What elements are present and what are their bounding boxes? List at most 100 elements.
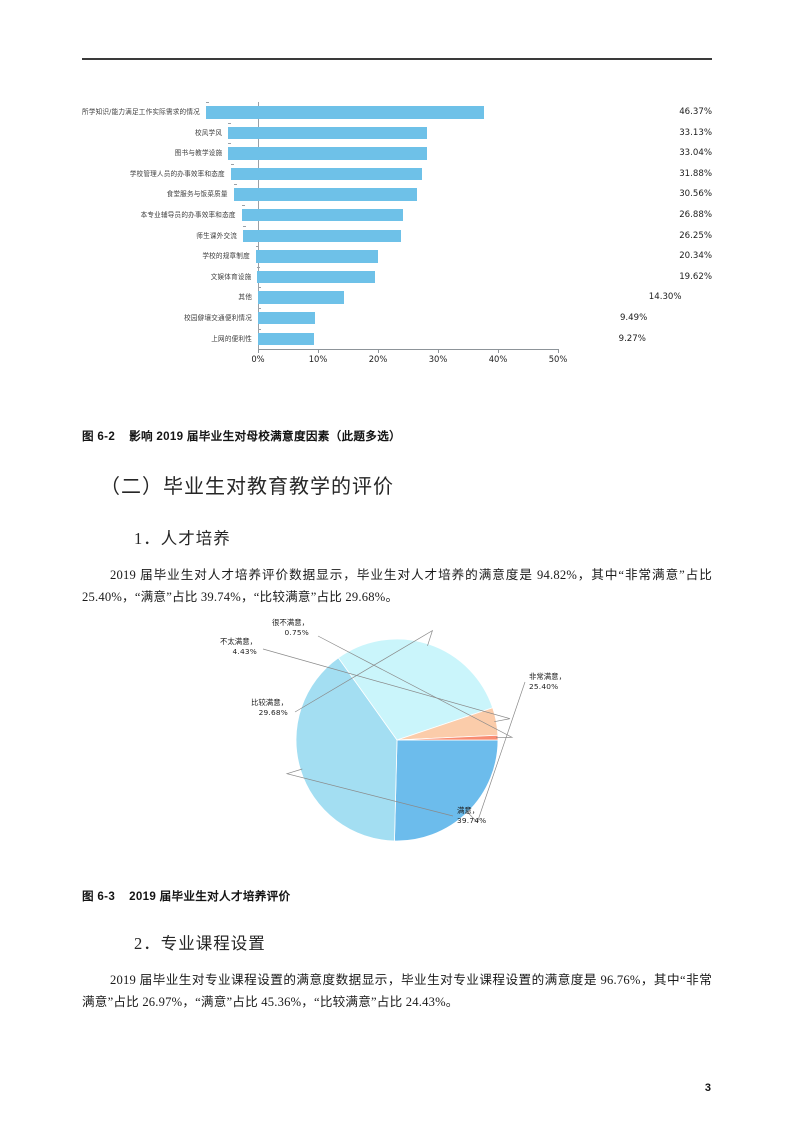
bar-chart-x-tick-label: 20%	[368, 354, 388, 364]
bar-chart-category-tick	[258, 287, 261, 289]
pie-label-not-quite-satisfied: 不太满意， 4.43%	[220, 637, 257, 656]
page-number: 3	[704, 1082, 711, 1094]
bar-chart-row: 所学知识/能力满足工作实际需求的情况 46.37%	[82, 102, 712, 123]
pie-label-fairly-satisfied-name: 比较满意	[251, 698, 281, 708]
figure-6-2-caption: 图 6-2 影响 2019 届毕业生对母校满意度因素（此题多选）	[82, 428, 712, 444]
bar-chart-value-label: 33.04%	[679, 148, 712, 159]
pie-leader-line	[285, 768, 454, 817]
bar-chart-x-tick	[558, 349, 559, 353]
bar-chart-category-tick	[228, 122, 232, 124]
bar-chart-category-label: 学校管理人员的办事效率和态度	[129, 169, 225, 178]
bar-chart-plot-cell	[241, 204, 513, 226]
bar-chart-row: 上网的便利性 9.27%	[82, 328, 712, 350]
figure-6-3-title: 2019 届毕业生对人才培养评价	[129, 890, 291, 904]
bar-chart-bar	[228, 147, 427, 160]
bar-chart-plot-cell	[243, 225, 517, 247]
bar-chart-bar	[258, 291, 344, 304]
bar-chart-row: 其他 14.30%	[82, 287, 712, 308]
bar-chart-plot-cell	[205, 102, 485, 123]
pie-label-satisfied-name: 满意	[457, 806, 472, 816]
bar-chart-category-label: 学校的规章制度	[202, 252, 250, 261]
pie-label-very-unsatisfied-name: 很不满意	[272, 618, 302, 628]
pie-label-satisfied-pct: 39.74%	[457, 815, 487, 825]
bar-chart-category-label: 校风学风	[194, 128, 223, 137]
bar-chart-bar	[241, 208, 403, 222]
pie-label-satisfied: 满意， 39.74%	[457, 806, 487, 825]
bar-chart-plot-cell	[230, 163, 483, 185]
pie-label-fairly-satisfied-pct: 29.68%	[258, 707, 288, 717]
bar-chart-bar	[243, 229, 401, 243]
bar-chart-value-label: 9.49%	[619, 312, 648, 323]
bar-chart-category-tick	[233, 184, 237, 186]
bar-chart-plot-cell	[228, 143, 476, 164]
bar-chart-value-axis	[258, 102, 259, 349]
bar-chart-category-label: 其他	[238, 293, 252, 302]
bar-chart-x-tick-label: 10%	[308, 354, 328, 364]
bar-chart-x-tick	[378, 349, 379, 353]
bar-chart-value-label: 20.34%	[679, 251, 712, 262]
bar-chart-x-tick	[318, 349, 319, 353]
figure-6-2-title: 影响 2019 届毕业生对母校满意度因素（此题多选）	[129, 430, 401, 443]
pie-leader-line-group	[262, 630, 526, 824]
section-heading-2: （二）毕业生对教育教学的评价	[100, 476, 394, 498]
bar-chart-row: 校风学风 33.13%	[82, 122, 712, 144]
bar-chart-category-tick	[258, 307, 261, 309]
bar-chart-axis-line	[258, 349, 558, 350]
bar-chart-category-tick	[243, 225, 247, 227]
bar-chart-value-label: 9.27%	[618, 333, 646, 344]
paragraph-talent-cultivation: 2019 届毕业生对人才培养评价数据显示，毕业生对人才培养的满意度是 94.82…	[82, 568, 712, 604]
pie-label-very-satisfied: 非常满意， 25.40%	[529, 672, 566, 691]
sub-heading-talent-cultivation: 1．人才培养	[134, 529, 231, 548]
bar-chart-satisfaction-factors: 所学知识/能力满足工作实际需求的情况 46.37% 校风学风 33.13% 图书与教学设…	[82, 96, 712, 386]
bar-chart-category-label: 本专业辅导员的办事效率和态度	[140, 210, 236, 219]
pie-chart-svg	[262, 630, 526, 842]
bar-chart-value-label: 30.56%	[679, 189, 712, 200]
bar-chart-x-axis-ticks: 0% 10% 20% 30% 40% 50%	[251, 349, 567, 369]
bar-chart-category-tick	[257, 266, 261, 268]
bar-chart-category-tick	[230, 163, 234, 165]
bar-chart-value-label: 33.13%	[679, 127, 712, 138]
bar-chart-category-tick	[258, 328, 261, 330]
pie-label-very-unsatisfied-pct: 0.75%	[284, 627, 309, 637]
bar-chart-x-tick-label: 0%	[251, 354, 265, 364]
bar-chart-plot-cell	[233, 184, 491, 205]
bar-chart-x-tick-label: 30%	[428, 354, 448, 364]
bar-chart-value-label: 31.88%	[679, 168, 712, 179]
bar-chart-value-label: 14.30%	[648, 292, 682, 303]
pie-label-fairly-satisfied: 比较满意， 29.68%	[251, 698, 288, 717]
bar-chart-row: 校园僻壤交通便利情况 9.49%	[82, 307, 712, 329]
pie-leader-line	[317, 636, 514, 739]
figure-6-3-caption: 图 6-3 2019 届毕业生对人才培养评价	[82, 888, 712, 904]
bar-chart-bar	[205, 106, 485, 119]
pie-slice	[394, 739, 499, 842]
bar-chart-bar	[258, 332, 314, 346]
bar-chart-value-label: 26.88%	[679, 209, 712, 220]
pie-label-very-unsatisfied: 很不满意， 0.75%	[272, 618, 309, 637]
bar-chart-category-label: 食堂服务与饭菜质量	[166, 190, 228, 199]
bar-chart-value-label: 26.25%	[679, 230, 712, 241]
bar-chart-value-label: 19.62%	[679, 271, 712, 282]
bar-chart-category-tick	[241, 204, 245, 206]
bar-chart-category-label: 文娱体育设施	[210, 272, 252, 281]
bar-chart-plot-cell	[257, 266, 556, 288]
bar-chart-x-tick-label: 50%	[548, 354, 568, 364]
bar-chart-x-tick-label: 40%	[488, 354, 508, 364]
bar-chart-plot-cell	[255, 246, 552, 267]
bar-chart-plot-cell	[258, 328, 558, 350]
bar-chart-category-tick	[228, 143, 232, 145]
bar-chart-bar	[255, 250, 378, 263]
bar-chart-row: 文娱体育设施 19.62%	[82, 266, 712, 288]
pie-leader-line	[465, 682, 526, 824]
bar-chart-bar	[258, 311, 315, 325]
bar-chart-bar	[228, 126, 427, 140]
bar-chart-plot-cell	[258, 287, 558, 308]
bar-chart-plot-cell	[228, 122, 475, 144]
paragraph-curriculum: 2019 届毕业生对专业课程设置的满意度数据显示，毕业生对专业课程设置的满意度是…	[82, 973, 712, 1009]
bar-chart-x-tick	[498, 349, 499, 353]
bar-chart-x-tick	[258, 349, 259, 353]
pie-chart-talent-cultivation-evaluation: 非常满意， 25.40% 满意， 39.74% 比较满意， 29.68% 不太满…	[82, 616, 712, 864]
bar-chart-bar	[257, 270, 376, 284]
page-content: 所学知识/能力满足工作实际需求的情况 46.37% 校风学风 33.13% 图书与教学设…	[82, 96, 712, 1014]
pie-label-very-satisfied-pct: 25.40%	[529, 681, 559, 691]
